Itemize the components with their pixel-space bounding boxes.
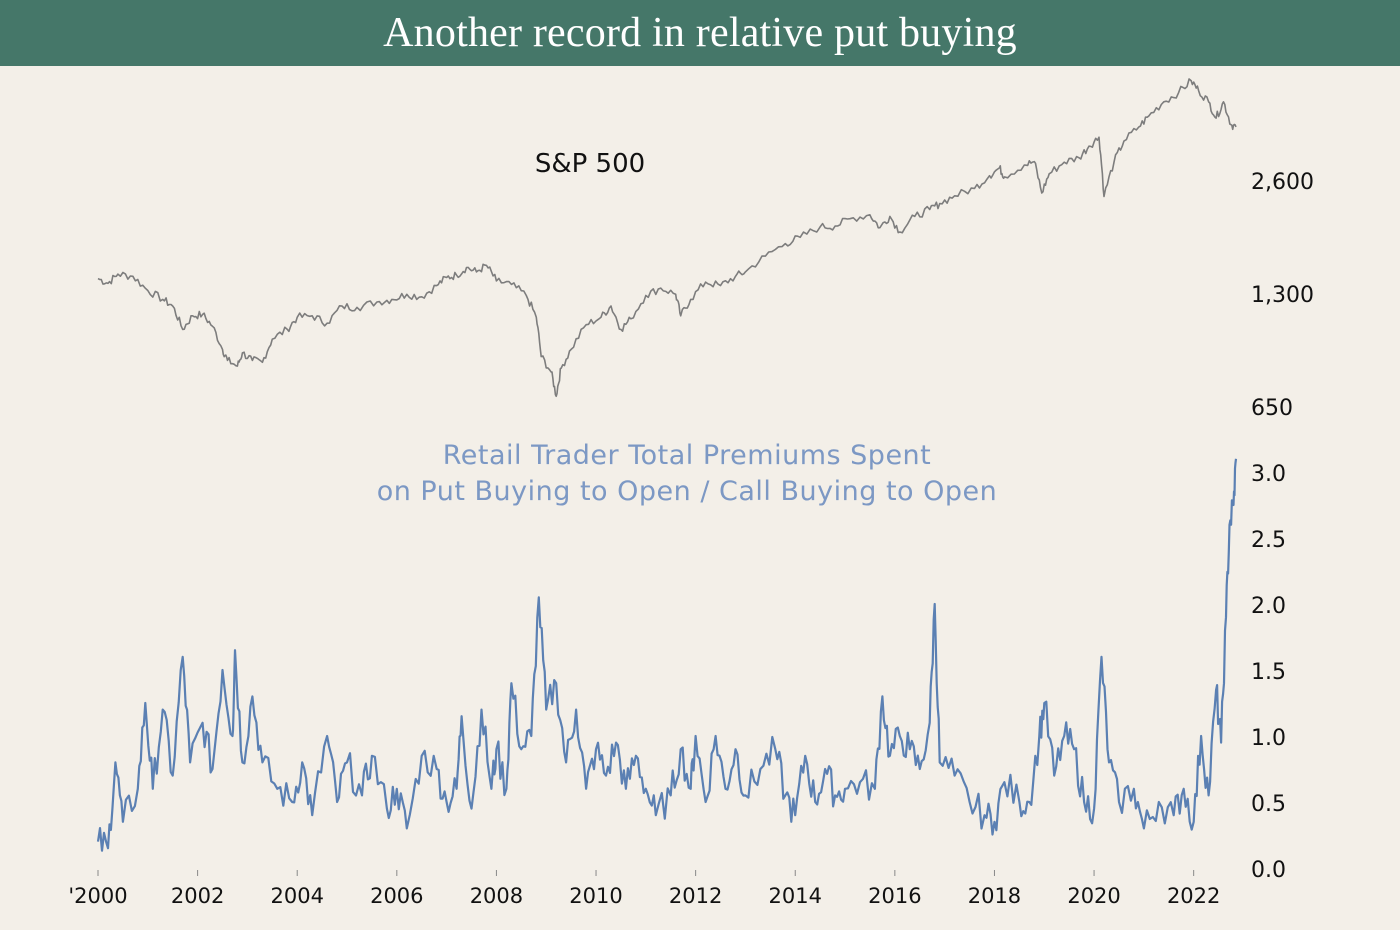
x-tick-label: 2018 <box>968 884 1021 908</box>
x-tick-label: 2010 <box>569 884 622 908</box>
x-tick-label: 2002 <box>171 884 224 908</box>
x-tick-label: 2004 <box>270 884 323 908</box>
ratio-series-line <box>96 458 1238 852</box>
ratio-y-tick-label: 2.0 <box>1251 594 1286 619</box>
put-call-ratio-chart: Retail Trader Total Premiums Spent on Pu… <box>68 440 1286 908</box>
x-tick-label: 2016 <box>868 884 921 908</box>
x-tick-label: 2022 <box>1167 884 1220 908</box>
ratio-y-tick-label: 0.0 <box>1251 858 1286 883</box>
sp500-y-tick-label: 650 <box>1251 396 1293 421</box>
ratio-y-tick-label: 1.5 <box>1251 660 1286 685</box>
sp500-y-tick-label: 1,300 <box>1251 283 1314 308</box>
sp500-y-axis: 650 1,300 2,600 <box>1251 170 1314 421</box>
ratio-y-axis: 0.0 0.5 1.0 1.5 2.0 2.5 3.0 <box>1251 462 1286 883</box>
page-title: Another record in relative put buying <box>383 10 1017 56</box>
sp500-y-tick-label: 2,600 <box>1251 170 1314 195</box>
x-tick-label: 2006 <box>370 884 423 908</box>
header-bar: Another record in relative put buying <box>0 0 1400 66</box>
sp500-title: S&P 500 <box>535 149 645 179</box>
ratio-y-tick-label: 1.0 <box>1251 726 1286 751</box>
ratio-y-tick-label: 0.5 <box>1251 792 1286 817</box>
x-tick-label: 2014 <box>769 884 822 908</box>
ratio-title-line-1: Retail Trader Total Premiums Spent <box>443 440 932 471</box>
x-tick-label: '2000 <box>68 884 127 908</box>
chart-canvas: S&P 500 650 1,300 2,600 Retail Trader Tota… <box>68 78 1314 908</box>
x-tick-label: 2012 <box>669 884 722 908</box>
x-axis: '2000 2002 2004 2006 2008 2010 2012 2014 2016 201… <box>68 870 1220 908</box>
ratio-y-tick-label: 3.0 <box>1251 462 1286 487</box>
x-tick-label: 2020 <box>1067 884 1120 908</box>
x-tick-label: 2008 <box>470 884 523 908</box>
ratio-title-line-2: on Put Buying to Open / Call Buying to O… <box>377 476 998 507</box>
sp500-series-line <box>97 78 1237 398</box>
sp500-chart: S&P 500 650 1,300 2,600 <box>97 78 1314 421</box>
ratio-y-tick-label: 2.5 <box>1251 528 1286 553</box>
